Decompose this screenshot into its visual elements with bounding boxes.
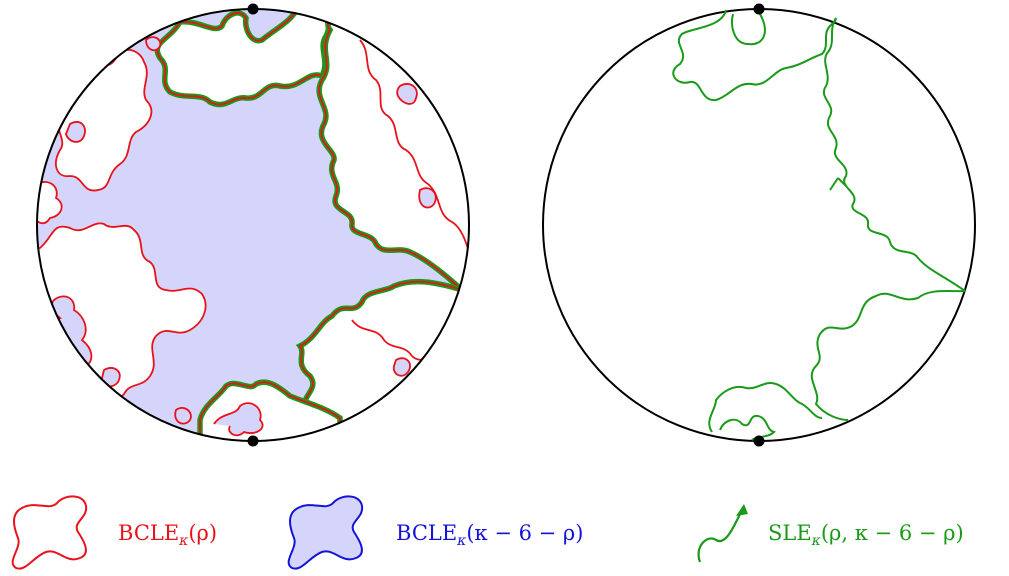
bottom-right-loop-red: [298, 280, 469, 441]
bottom-green-small: [719, 414, 776, 441]
right-bottom-point: [753, 435, 765, 447]
right-loop-inner-red: [359, 39, 469, 259]
left-top-point: [247, 3, 259, 15]
right-loop-red: [318, 9, 469, 291]
top-green-curve: [672, 9, 837, 102]
small-red-blob-2: [392, 357, 411, 377]
lower-green-curve: [810, 290, 966, 421]
left-disk: [36, 3, 470, 447]
small-red-blob-5: [145, 36, 162, 52]
legend-green-arrow-icon: [697, 509, 743, 563]
small-red-blob-4: [174, 407, 192, 425]
legend-red-label: BCLEκ(ρ): [118, 521, 217, 549]
legend-green-arrowhead: [736, 504, 748, 516]
legend-blue-loop-icon: [287, 495, 364, 570]
bottom-loop-red: [199, 381, 341, 441]
left-edge-loop-red: [37, 181, 63, 225]
small-red-blob-3: [100, 367, 121, 388]
top-green-notch: [731, 13, 766, 46]
upper-left-inner-red: [65, 121, 86, 143]
small-red-blob-6: [418, 187, 437, 209]
legend: BCLEκ(ρ) BCLEκ(κ − 6 − ρ) SLEκ(ρ, κ − 6 …: [11, 495, 964, 570]
legend-blue-label: BCLEκ(κ − 6 − ρ): [396, 521, 583, 549]
right-top-point: [753, 3, 765, 15]
bottom-green-curve: [708, 382, 823, 433]
legend-red-loop-icon: [11, 495, 88, 570]
right-green-arrow: [829, 177, 847, 191]
right-disk: [542, 3, 976, 447]
small-red-blob-1: [396, 83, 418, 105]
left-bottom-point: [247, 435, 259, 447]
bottom-loop-inner-red: [213, 402, 264, 437]
right-disk-boundary: [542, 8, 976, 442]
legend-green-label: SLEκ(ρ, κ − 6 − ρ): [768, 521, 964, 549]
right-green-curve: [823, 17, 966, 292]
